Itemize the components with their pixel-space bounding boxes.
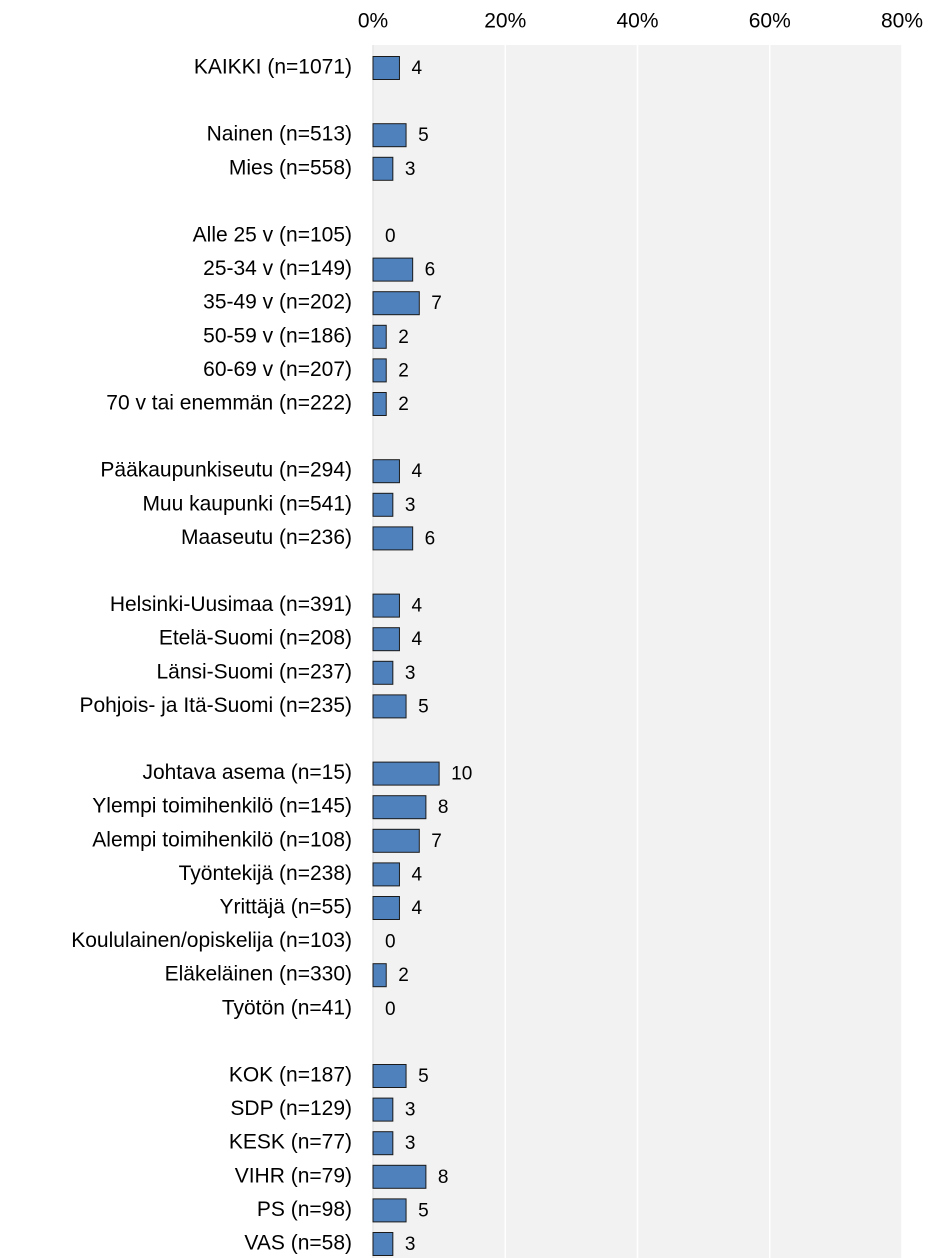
data-label: 4: [411, 864, 422, 885]
x-tick-label: 20%: [484, 10, 526, 33]
y-tick-label: Helsinki-Uusimaa (n=391): [110, 593, 352, 616]
data-label: 2: [398, 394, 409, 415]
bar: [372, 761, 440, 786]
y-tick-label: Pohjois- ja Itä-Suomi (n=235): [79, 694, 352, 717]
y-tick-label: Mies (n=558): [229, 156, 352, 179]
y-tick-label: VIHR (n=79): [235, 1164, 352, 1187]
bar: [372, 1164, 427, 1189]
bar: [372, 257, 414, 282]
data-label: 4: [411, 596, 422, 617]
y-tick-label: Pääkaupunkiseutu (n=294): [100, 459, 352, 482]
y-tick-label: Muu kaupunki (n=541): [142, 492, 352, 515]
data-label: 2: [398, 965, 409, 986]
y-tick-label: 25-34 v (n=149): [203, 257, 352, 280]
y-tick-label: Maaseutu (n=236): [181, 526, 352, 549]
y-tick-label: KAIKKI (n=1071): [194, 56, 352, 79]
y-tick-label: Työntekijä (n=238): [179, 862, 352, 885]
data-label: 5: [418, 1200, 429, 1221]
y-tick-label: Yrittäjä (n=55): [220, 896, 352, 919]
data-label: 5: [418, 125, 429, 146]
y-tick-label: 60-69 v (n=207): [203, 358, 352, 381]
x-tick-label: 0%: [358, 10, 388, 33]
y-tick-label: Alempi toimihenkilö (n=108): [92, 828, 352, 851]
y-tick-label: PS (n=98): [257, 1198, 352, 1221]
bar: [372, 694, 407, 719]
data-label: 2: [398, 360, 409, 381]
bar: [372, 156, 394, 181]
data-label: 5: [418, 1066, 429, 1087]
data-label: 10: [451, 764, 472, 785]
data-label: 3: [405, 159, 416, 180]
bar: [372, 627, 400, 652]
data-label: 7: [431, 831, 442, 852]
bar: [372, 593, 400, 618]
bar: [372, 963, 387, 988]
data-label: 4: [411, 898, 422, 919]
bar: [372, 660, 394, 685]
x-tick-label: 60%: [749, 10, 791, 33]
bar: [372, 828, 420, 853]
x-tick-label: 80%: [881, 10, 923, 33]
bar: [372, 1097, 394, 1122]
y-tick-label: Koululainen/opiskelija (n=103): [71, 929, 352, 952]
data-label: 0: [385, 932, 396, 953]
bar: [372, 1131, 394, 1156]
y-tick-label: 70 v tai enemmän (n=222): [106, 392, 352, 415]
data-label: 2: [398, 327, 409, 348]
y-tick-label: Länsi-Suomi (n=237): [156, 660, 352, 683]
data-label: 3: [405, 1234, 416, 1255]
y-tick-label: Työtön (n=41): [222, 996, 352, 1019]
data-label: 5: [418, 696, 429, 717]
data-label: 7: [431, 293, 442, 314]
data-label: 4: [411, 629, 422, 650]
y-tick-label: Nainen (n=513): [207, 123, 352, 146]
data-label: 4: [411, 461, 422, 482]
y-tick-label: KESK (n=77): [229, 1131, 352, 1154]
bar: [372, 1064, 407, 1088]
y-tick-label: Alle 25 v (n=105): [193, 224, 352, 247]
data-label: 0: [385, 226, 396, 247]
data-label: 8: [438, 797, 449, 818]
data-label: 4: [411, 58, 422, 79]
bar: [372, 492, 394, 517]
data-label: 0: [385, 999, 396, 1020]
y-tick-label: Ylempi toimihenkilö (n=145): [92, 795, 352, 818]
y-tick-label: SDP (n=129): [230, 1097, 352, 1120]
data-label: 3: [405, 1100, 416, 1121]
data-label: 3: [405, 1133, 416, 1154]
y-tick-label: Eläkeläinen (n=330): [165, 963, 352, 986]
bar: [372, 358, 387, 383]
bar: [372, 862, 400, 887]
y-tick-label: Etelä-Suomi (n=208): [159, 627, 352, 650]
data-label: 8: [438, 1167, 449, 1188]
y-tick-label: Johtava asema (n=15): [142, 761, 352, 784]
bar: [372, 1232, 394, 1256]
bar: [372, 123, 407, 148]
data-label: 3: [405, 663, 416, 684]
x-tick-label: 40%: [616, 10, 658, 33]
data-label: 3: [405, 495, 416, 516]
bar: [372, 896, 400, 920]
bar: [372, 324, 387, 349]
y-tick-label: KOK (n=187): [229, 1064, 352, 1087]
bar: [372, 56, 400, 80]
bar: [372, 291, 420, 316]
bar: [372, 795, 427, 820]
data-label: 6: [425, 528, 436, 549]
y-tick-label: 50-59 v (n=186): [203, 324, 352, 347]
data-label: 6: [425, 260, 436, 281]
bar: [372, 1198, 407, 1223]
bar: [372, 392, 387, 416]
bar: [372, 526, 414, 551]
y-tick-label: VAS (n=58): [244, 1232, 352, 1255]
y-tick-label: 35-49 v (n=202): [203, 291, 352, 314]
bar: [372, 459, 400, 484]
